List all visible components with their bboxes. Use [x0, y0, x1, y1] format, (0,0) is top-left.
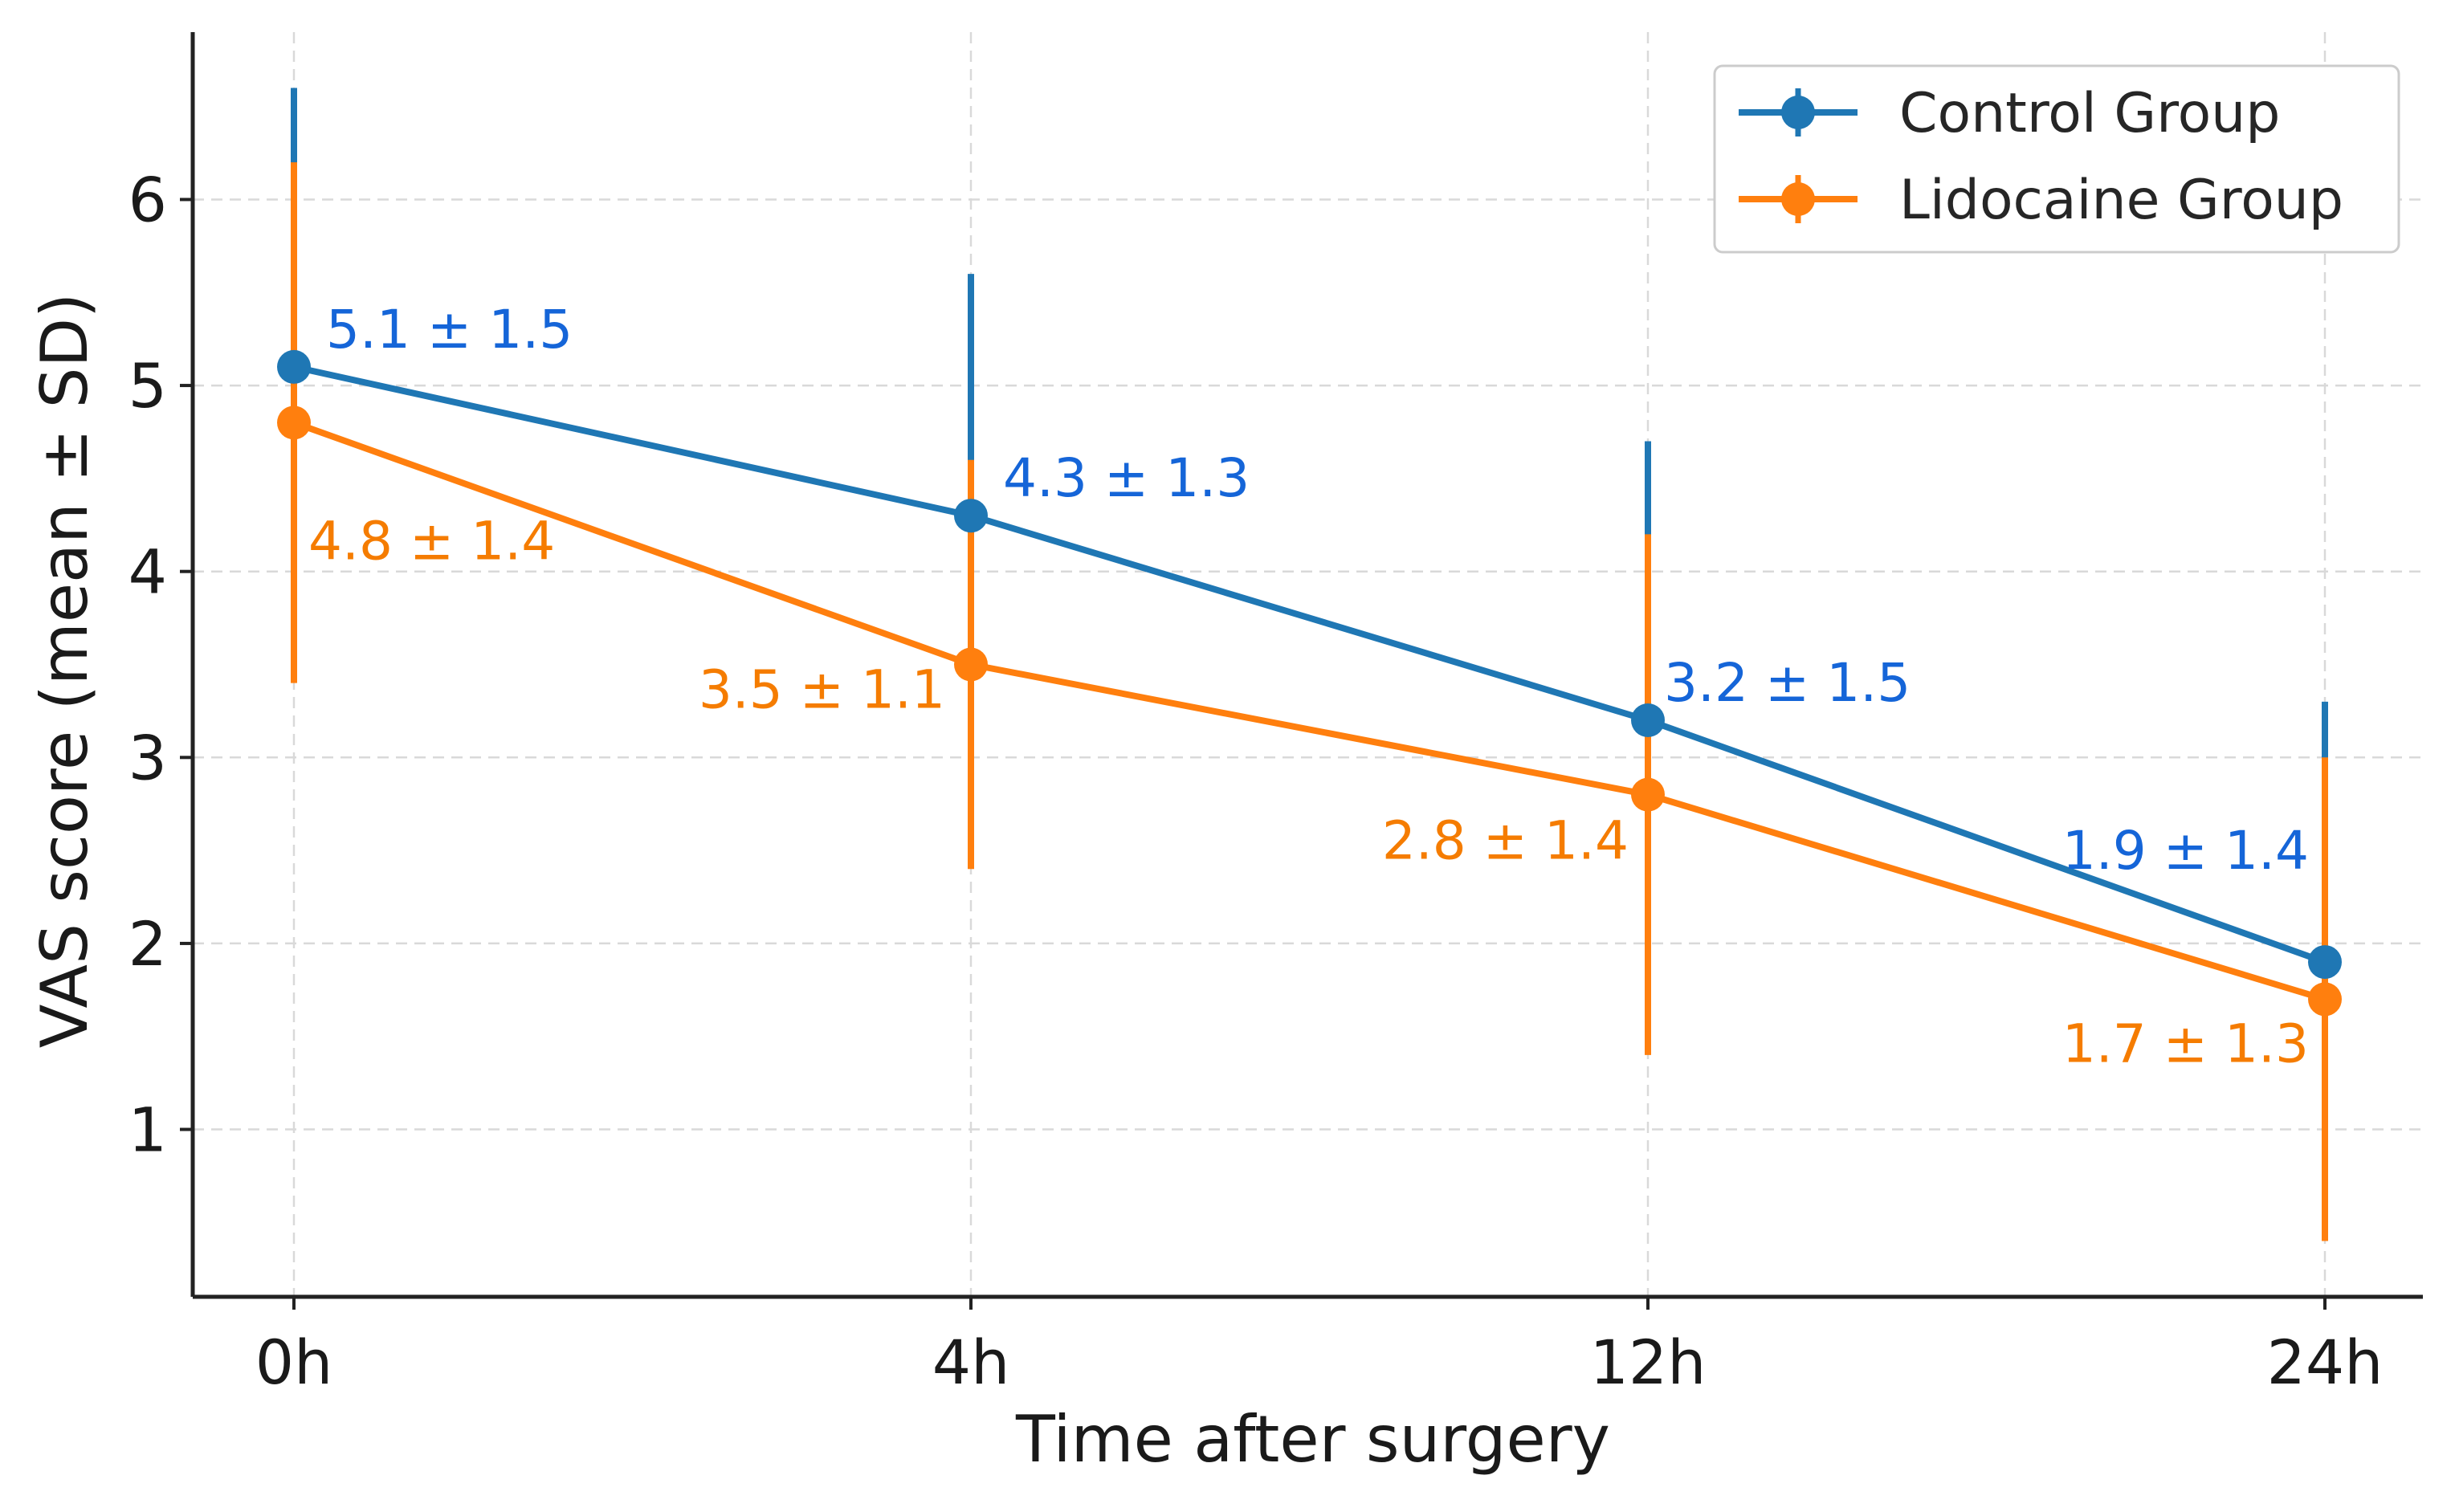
y-tick-label-4: 5 — [128, 350, 167, 422]
legend-frame — [1713, 64, 2400, 254]
x-tick-label-3: 24h — [2267, 1327, 2384, 1398]
data-label-lidocaine-0h: 4.8 ± 1.4 — [308, 510, 555, 572]
data-label-lidocaine-4h: 3.5 ± 1.1 — [699, 659, 945, 721]
legend-entry-control: Control Group — [1739, 82, 2280, 145]
x-tick-label-1: 4h — [932, 1327, 1010, 1398]
point-lidocaine-0h — [277, 406, 311, 440]
point-lidocaine-24h — [2308, 982, 2342, 1017]
data-label-control-12h: 3.2 ± 1.5 — [1664, 652, 1911, 714]
ticks-layer: 1 2 3 4 5 6 0h 4h 12h 24h — [128, 164, 2384, 1398]
x-tick-label-2: 12h — [1590, 1327, 1707, 1398]
legend-marker-control — [1781, 96, 1815, 129]
data-label-lidocaine-12h: 2.8 ± 1.4 — [1382, 810, 1629, 872]
legend-marker-lidocaine — [1781, 182, 1815, 216]
data-labels-layer: 5.1 ± 1.5 4.3 ± 1.3 3.2 ± 1.5 1.9 ± 1.4 4.8 … — [308, 299, 2309, 1074]
point-control-12h — [1631, 703, 1665, 737]
data-label-control-24h: 1.9 ± 1.4 — [2062, 820, 2309, 882]
y-tick-label-5: 6 — [128, 164, 167, 235]
data-label-lidocaine-24h: 1.7 ± 1.3 — [2062, 1013, 2309, 1074]
y-tick-label-3: 4 — [128, 536, 167, 608]
data-label-control-4h: 4.3 ± 1.3 — [1003, 447, 1250, 509]
y-tick-label-1: 2 — [128, 908, 167, 980]
x-tick-label-0: 0h — [255, 1327, 333, 1398]
point-lidocaine-12h — [1631, 777, 1665, 812]
point-lidocaine-4h — [954, 647, 988, 682]
legend-label-lidocaine: Lidocaine Group — [1899, 169, 2343, 232]
y-tick-label-2: 3 — [128, 722, 167, 793]
legend-label-control: Control Group — [1899, 82, 2280, 145]
point-control-24h — [2308, 945, 2342, 980]
data-label-control-0h: 5.1 ± 1.5 — [326, 299, 573, 361]
legend-entry-lidocaine: Lidocaine Group — [1739, 169, 2343, 232]
y-tick-label-0: 1 — [128, 1094, 167, 1166]
point-control-0h — [277, 349, 311, 384]
axes-layer — [190, 32, 2423, 1299]
series-line-control — [293, 364, 2327, 965]
series-line-lidocaine — [292, 419, 2327, 1003]
point-control-4h — [954, 499, 988, 533]
x-axis-title: Time after surgery — [1015, 1402, 1610, 1477]
legend: Control Group Lidocaine Group — [1713, 64, 2400, 254]
series-layer — [277, 88, 2342, 1241]
y-axis-title: VAS score (mean ± SD) — [27, 293, 102, 1049]
